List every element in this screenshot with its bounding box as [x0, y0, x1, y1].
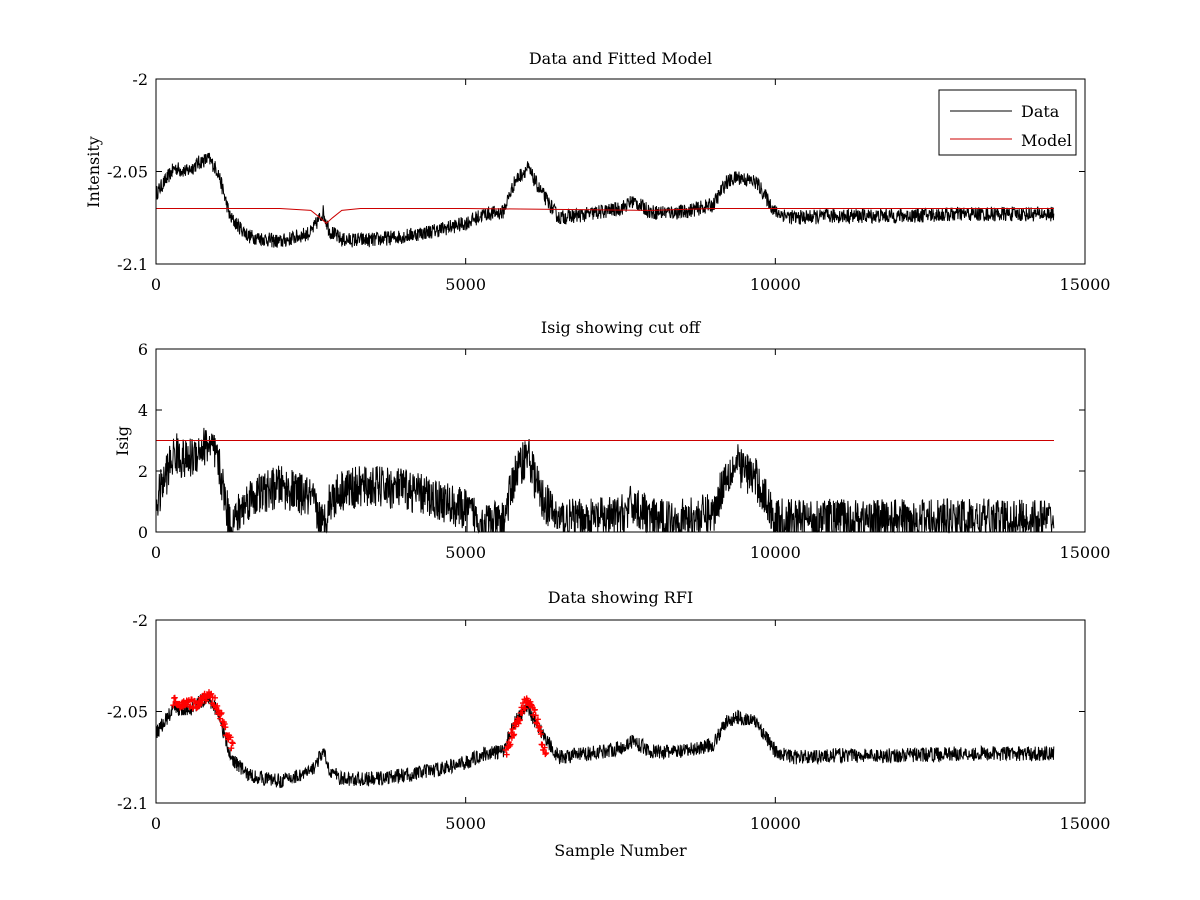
y-tick-label: -2.05 [107, 703, 148, 722]
panel-1-ylabel: Intensity [84, 136, 103, 208]
panel-data-and-fitted-model: Data and Fitted Model Intensity 0 5000 100… [84, 49, 1110, 294]
panel-2-ylabel: Isig [113, 426, 132, 456]
panel-3-plot-area [155, 689, 1055, 789]
panel-3-title: Data showing RFI [548, 588, 693, 607]
y-tick-label: -2.1 [117, 255, 148, 274]
y-tick-label: 2 [138, 462, 148, 481]
series-data [155, 693, 1055, 789]
y-tick-label: 6 [138, 340, 148, 359]
x-tick-label: 15000 [1060, 814, 1111, 833]
panel-1-title: Data and Fitted Model [529, 49, 712, 68]
x-tick-label: 0 [151, 814, 161, 833]
x-tick-label: 15000 [1060, 543, 1111, 562]
x-tick-label: 15000 [1060, 275, 1111, 294]
x-tick-label: 10000 [750, 814, 801, 833]
x-tick-label: 10000 [750, 543, 801, 562]
panel-2-ticks: 0 5000 10000 15000 0 2 4 6 [138, 340, 1111, 562]
panel-1-ticks: 0 5000 10000 15000 -2.1 -2.05 -2 [107, 70, 1110, 294]
x-tick-label: 10000 [750, 275, 801, 294]
y-tick-label: -2 [132, 611, 148, 630]
panel-1-legend: Data Model [938, 89, 1077, 156]
x-tick-label: 0 [151, 275, 161, 294]
x-tick-label: 0 [151, 543, 161, 562]
x-tick-label: 5000 [445, 543, 486, 562]
panel-1-plot-area [155, 152, 1055, 248]
series-rfi [170, 689, 550, 758]
series-model [156, 208, 1054, 224]
series-isig [155, 427, 1055, 534]
x-tick-label: 5000 [445, 814, 486, 833]
legend-model-label: Model [1021, 131, 1072, 150]
panel-2-title: Isig showing cut off [541, 318, 702, 337]
panel-2-axes-box [155, 348, 1086, 533]
y-tick-label: -2 [132, 70, 148, 89]
panel-data-showing-rfi: Data showing RFI 0 5000 10000 15000 -2.1 -2.0… [107, 588, 1110, 860]
y-tick-label: -2.05 [107, 163, 148, 182]
panel-3-xlabel: Sample Number [554, 841, 687, 860]
y-tick-label: 4 [138, 401, 148, 420]
x-tick-label: 5000 [445, 275, 486, 294]
panel-isig-showing-cut-off: Isig showing cut off Isig 0 5000 10000 1500… [113, 318, 1110, 562]
y-tick-label: -2.1 [117, 794, 148, 813]
panel-3-ticks: 0 5000 10000 15000 -2.1 -2.05 -2 [107, 611, 1110, 833]
y-tick-label: 0 [138, 523, 148, 542]
legend-box [938, 89, 1077, 156]
legend-data-label: Data [1021, 102, 1060, 121]
panel-2-plot-area [155, 427, 1055, 534]
series-data [155, 152, 1055, 248]
